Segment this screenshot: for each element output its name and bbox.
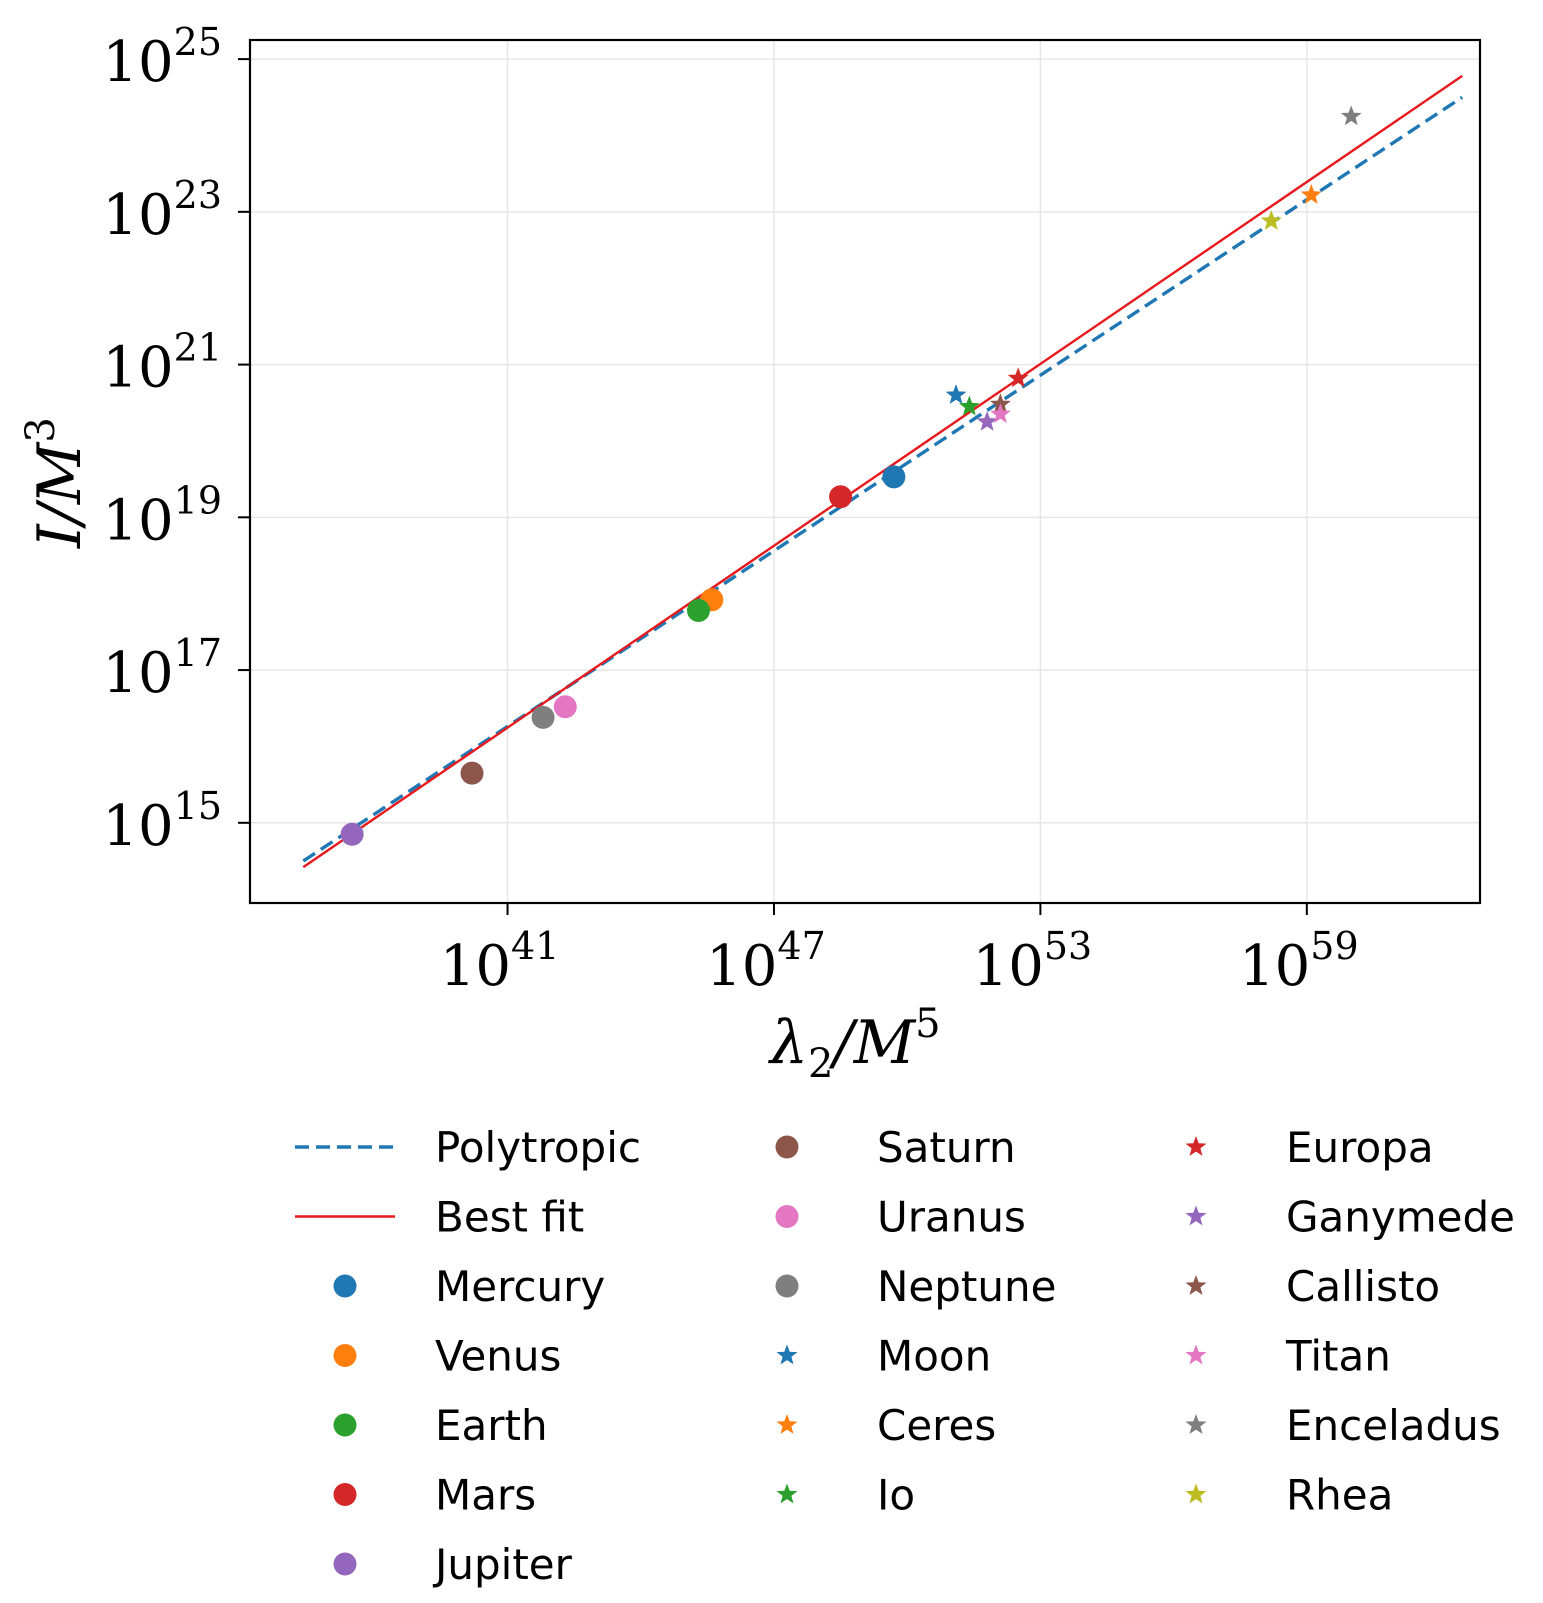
legend-label: Callisto (1286, 1262, 1440, 1311)
legend-item-rhea: Rhea (1185, 1471, 1393, 1520)
legend-swatch (775, 1274, 799, 1298)
legend: Polytropic Best fit Mercury Venus Earth Mars J… (295, 1123, 1515, 1589)
legend-label: Best fit (435, 1193, 584, 1242)
legend-label: Jupiter (432, 1540, 573, 1589)
legend-label: Polytropic (435, 1123, 641, 1172)
y-tick-label: 1019 (102, 478, 222, 553)
x-tick-label: 1047 (706, 924, 826, 999)
legend-item-enceladus: Enceladus (1185, 1401, 1501, 1450)
legend-swatch (333, 1552, 357, 1576)
data-points (340, 105, 1362, 846)
legend-item-europa: Europa (1185, 1123, 1434, 1172)
legend-swatch (333, 1274, 357, 1298)
legend-label: Earth (435, 1401, 548, 1450)
legend-swatch (1185, 1275, 1207, 1295)
legend-item-mars: Mars (333, 1471, 536, 1520)
legend-item-titan: Titan (1185, 1332, 1391, 1381)
point-earth (686, 598, 710, 622)
point-io (958, 395, 980, 416)
point-ganymede (976, 410, 998, 431)
legend-label: Venus (435, 1332, 561, 1381)
legend-swatch (1185, 1414, 1207, 1434)
x-tick-label: 1053 (973, 924, 1093, 999)
legend-item-ceres: Ceres (776, 1401, 996, 1450)
legend-swatch (776, 1483, 798, 1504)
point-saturn (460, 761, 484, 785)
y-axis-label: I/M3 (18, 417, 95, 549)
legend-label: Enceladus (1286, 1401, 1501, 1450)
legend-swatch (333, 1344, 357, 1367)
legend-swatch (1185, 1136, 1207, 1156)
legend-item-saturn: Saturn (775, 1123, 1016, 1172)
legend-item-callisto: Callisto (1185, 1262, 1440, 1311)
line-best-fit (302, 74, 1463, 869)
legend-item-ganymede: Ganymede (1185, 1193, 1515, 1242)
legend-label: Ceres (877, 1401, 996, 1450)
y-tick-label: 1025 (102, 20, 222, 95)
x-tick-label: 1059 (1239, 924, 1359, 999)
legend-item-venus: Venus (333, 1332, 561, 1381)
legend-item-io: Io (776, 1471, 915, 1520)
axis-ticks: 1041 1047 1053 1059 1015 1017 1019 1021 1023 1025 (102, 20, 1358, 999)
plot-frame (248, 38, 1482, 905)
y-tick-label: 1017 (102, 631, 222, 706)
point-callisto (990, 393, 1011, 414)
legend-label: Ganymede (1286, 1193, 1515, 1242)
legend-item-mercury: Mercury (333, 1262, 605, 1311)
legend-swatch (1185, 1205, 1207, 1226)
point-rhea (1260, 210, 1282, 230)
point-titan (990, 403, 1011, 424)
legend-item-uranus: Uranus (775, 1193, 1026, 1242)
x-tick-label: 1041 (440, 924, 560, 999)
point-enceladus (1340, 105, 1362, 126)
point-moon (945, 384, 967, 404)
point-mercury (882, 465, 906, 489)
legend-label: Rhea (1286, 1471, 1393, 1520)
legend-swatch (333, 1413, 357, 1437)
legend-label: Moon (877, 1332, 991, 1381)
y-tick-label: 1023 (102, 173, 222, 248)
legend-swatch (775, 1135, 799, 1159)
x-axis-label: λ2/M5 (768, 1001, 941, 1087)
point-neptune (531, 705, 555, 729)
point-uranus (553, 695, 577, 719)
y-tick-label: 1015 (102, 784, 222, 859)
point-ceres (1300, 184, 1322, 204)
legend-item-moon: Moon (776, 1332, 991, 1381)
point-europa (1007, 367, 1029, 388)
point-jupiter (340, 822, 364, 846)
legend-item-earth: Earth (333, 1401, 548, 1450)
legend-item-polytropic: Polytropic (295, 1123, 641, 1172)
legend-label: Titan (1285, 1332, 1391, 1381)
legend-label: Neptune (877, 1262, 1056, 1311)
legend-label: Uranus (877, 1193, 1026, 1242)
legend-item-jupiter: Jupiter (333, 1540, 573, 1589)
y-tick-label: 1021 (102, 326, 222, 401)
legend-swatch (1185, 1483, 1207, 1504)
legend-swatch (776, 1414, 798, 1434)
legend-swatch (775, 1205, 799, 1228)
legend-item-best-fit: Best fit (295, 1193, 584, 1242)
legend-item-neptune: Neptune (775, 1262, 1056, 1311)
point-mars (829, 485, 853, 509)
legend-swatch (333, 1483, 357, 1506)
legend-swatch (1185, 1344, 1207, 1365)
legend-label: Europa (1286, 1123, 1434, 1172)
legend-swatch (776, 1344, 798, 1365)
legend-label: Mercury (435, 1262, 605, 1311)
grid (250, 40, 1480, 903)
legend-label: Io (877, 1471, 915, 1520)
legend-label: Mars (435, 1471, 536, 1520)
fit-lines (302, 74, 1464, 869)
legend-label: Saturn (877, 1123, 1016, 1172)
